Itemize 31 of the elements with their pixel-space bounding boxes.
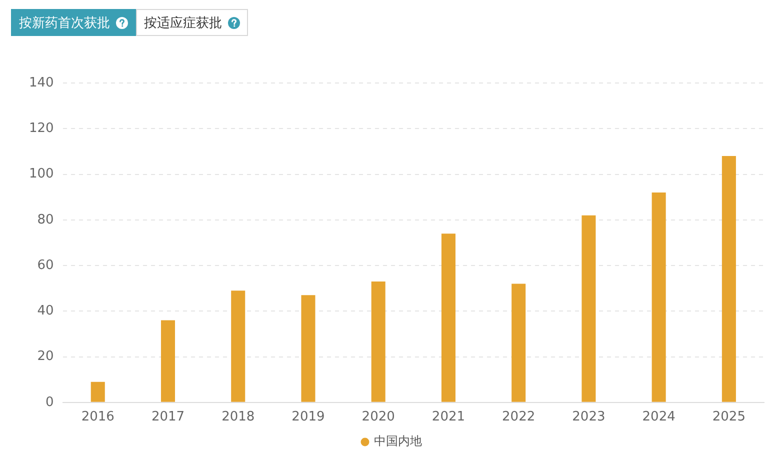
x-tick-label: 2020	[362, 410, 395, 425]
legend-label: 中国内地	[374, 434, 422, 448]
y-tick-label: 80	[37, 212, 54, 228]
x-tick-label: 2017	[151, 410, 185, 425]
bar	[722, 156, 736, 402]
bar	[371, 281, 386, 402]
bar	[652, 192, 666, 402]
y-tick-label: 20	[37, 349, 54, 364]
x-tick-label: 2019	[292, 410, 325, 425]
bar	[90, 382, 105, 402]
bar	[512, 284, 526, 402]
tab: 按新药首次获批	[11, 9, 136, 36]
x-tick-label: 2022	[502, 410, 536, 425]
bar	[231, 290, 246, 402]
tab: 按适应症获批	[136, 9, 248, 36]
x-tick-label: 2016	[81, 410, 114, 425]
bar	[160, 320, 176, 402]
y-tick-label: 120	[28, 121, 54, 136]
x-tick-label: 2023	[572, 410, 606, 425]
y-tick-label: 100	[28, 166, 54, 182]
y-tick-label: 60	[37, 258, 54, 273]
x-tick-label: 2018	[222, 410, 255, 425]
x-tick-label: 2025	[712, 410, 746, 425]
bar	[301, 295, 316, 402]
x-tick-label: 2024	[642, 410, 676, 425]
bar	[582, 215, 596, 402]
bar	[441, 234, 456, 402]
y-tick-label: 0	[46, 394, 54, 410]
x-tick-label: 2021	[432, 410, 466, 425]
y-tick-label: 40	[37, 304, 54, 319]
y-tick-label: 140	[28, 75, 54, 90]
